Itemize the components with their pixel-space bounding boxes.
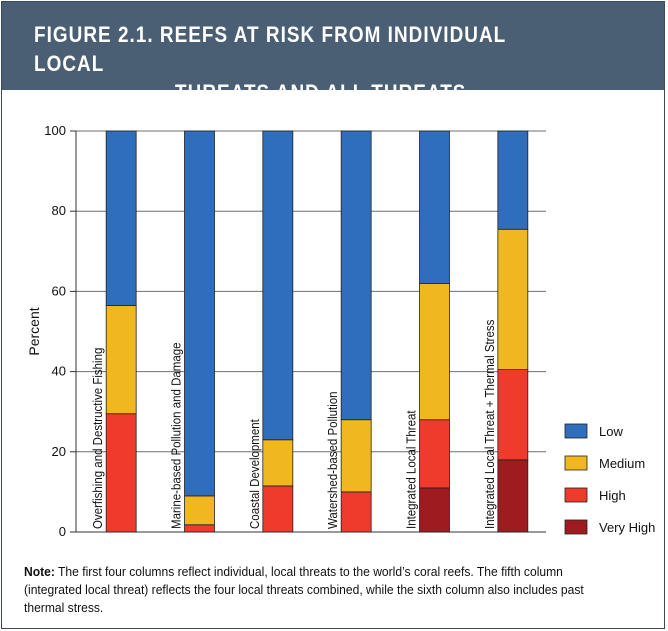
bar-4-high [419, 419, 450, 489]
legend-swatch-very-high [564, 519, 588, 535]
bar-0-low [105, 130, 137, 306]
figure-title-line1: FIGURE 2.1. REEFS AT RISK FROM INDIVIDUA… [34, 22, 506, 76]
bar-4-medium [419, 282, 450, 421]
note-label: Note: [24, 564, 55, 579]
bar-2-medium [262, 439, 294, 487]
category-label-2: Coastal Development [247, 419, 262, 529]
category-label-0: Overfishing and Destructive Fishing [91, 348, 106, 529]
bar-1-high [184, 524, 215, 533]
figure-note: Note: The first four columns reflect ind… [24, 563, 601, 617]
figure-header: FIGURE 2.1. REEFS AT RISK FROM INDIVIDUA… [2, 2, 664, 134]
bar-3-medium [340, 419, 372, 493]
y-tick-label-80: 80 [52, 203, 66, 218]
bar-0-medium [105, 305, 137, 415]
y-tick-label-40: 40 [52, 364, 66, 379]
bar-1-medium [184, 495, 215, 526]
bar-5-very-high [497, 459, 529, 533]
category-label-4: Integrated Local Threat [404, 410, 419, 529]
bar-5-medium [497, 228, 529, 370]
y-tick-label-100: 100 [44, 123, 66, 138]
bar-4-very-high [419, 487, 450, 533]
bar-3-high [340, 491, 372, 533]
figure-title: FIGURE 2.1. REEFS AT RISK FROM INDIVIDUA… [34, 20, 550, 136]
category-label-3: Watershed-based Pollution [326, 391, 341, 529]
bar-2-high [262, 485, 294, 533]
y-tick-label-20: 20 [52, 444, 66, 459]
bar-4-low [419, 130, 450, 284]
bar-5-low [497, 130, 529, 230]
note-text: The first four columns reflect individua… [24, 564, 584, 615]
bar-5-high [497, 369, 529, 461]
bar-2-low [262, 130, 294, 441]
legend-label-low: Low [599, 424, 623, 439]
legend-label-medium: Medium [599, 456, 645, 471]
y-axis-label: Percent [26, 307, 42, 355]
legend-label-very-high: Very High [599, 520, 655, 535]
bar-1-low [184, 130, 215, 497]
y-tick-label-0: 0 [59, 524, 66, 539]
category-label-1: Marine-based Pollution and Damage [169, 342, 184, 529]
legend-label-high: High [599, 488, 626, 503]
bar-0-high [105, 413, 137, 533]
legend-swatch-high [564, 487, 588, 503]
legend-swatch-low [564, 423, 588, 439]
bar-3-low [340, 130, 372, 421]
figure-title-line2: THREATS AND ALL THREATS INTEGRATED [175, 80, 467, 134]
y-tick-label-60: 60 [52, 283, 66, 298]
legend-swatch-medium [564, 455, 588, 471]
category-label-5: Integrated Local Threat + Thermal Stress [482, 320, 497, 529]
